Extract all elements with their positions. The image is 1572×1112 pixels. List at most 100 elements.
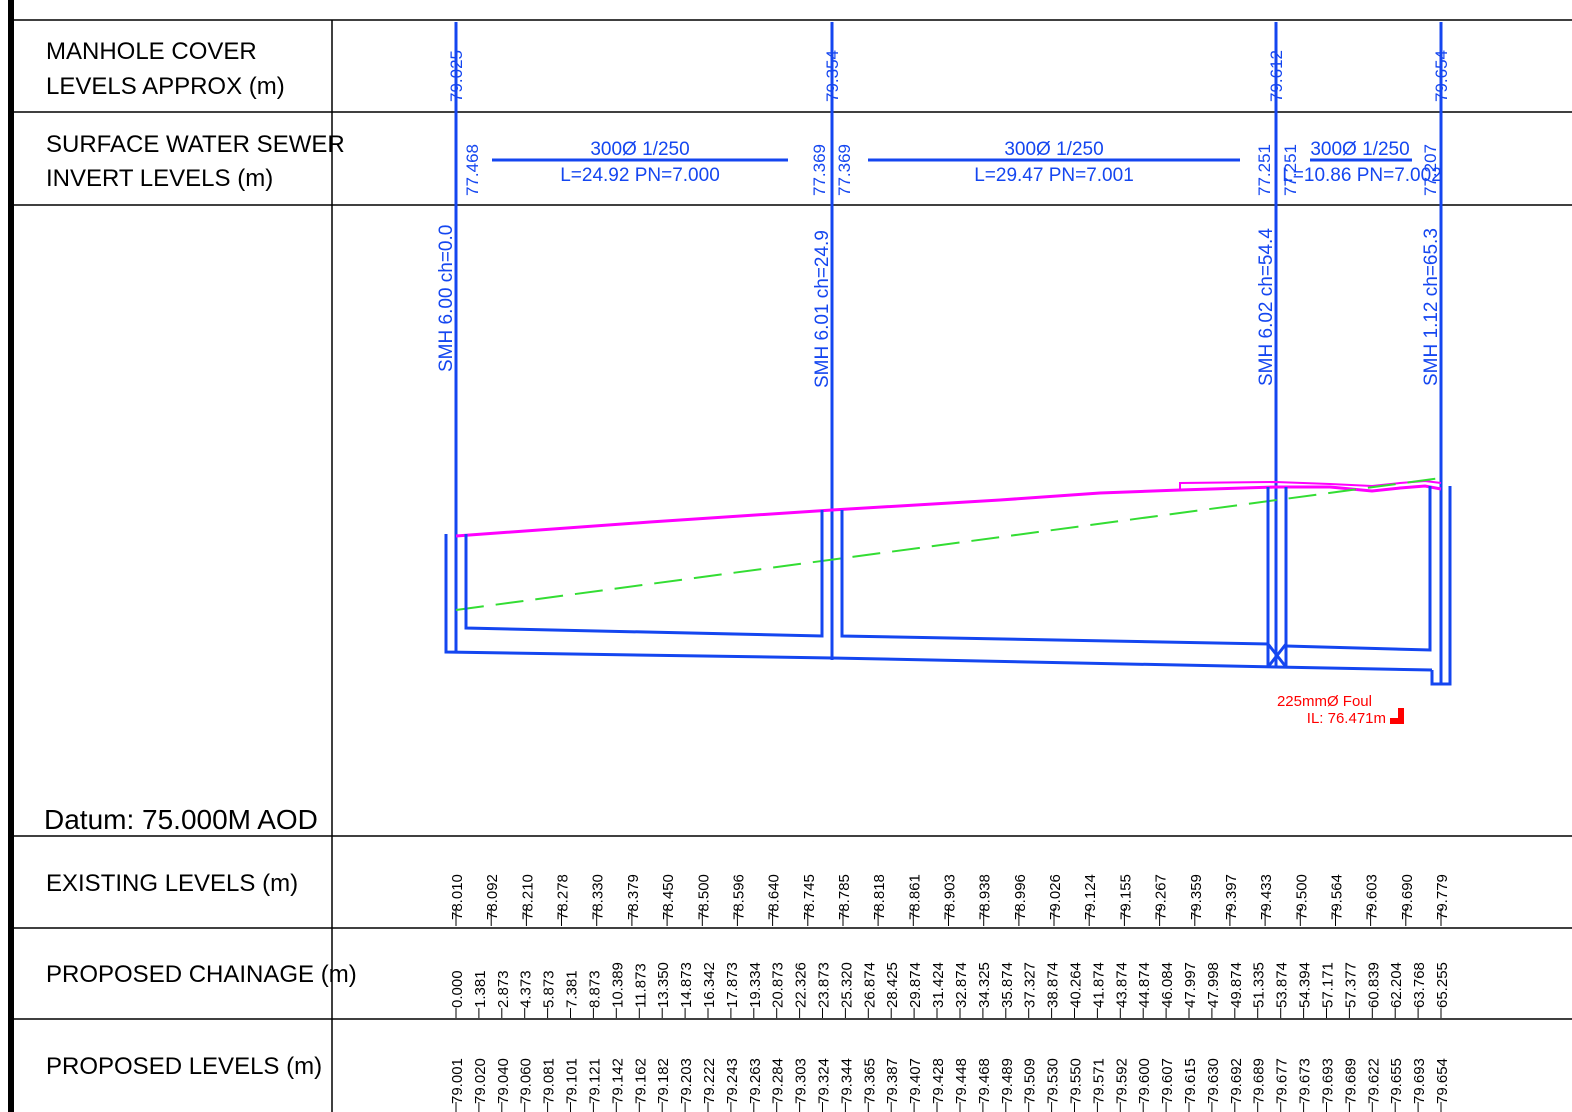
pipe-3-length: L=10.86 PN=7.002 xyxy=(1282,165,1442,186)
proposed-chainage-label: PROPOSED CHAINAGE (m) xyxy=(46,961,357,988)
chainage-label: 5.873 xyxy=(541,970,558,1008)
existing-level-label: 79.267 xyxy=(1153,874,1170,920)
invert-level-6-02-out: 77.251 xyxy=(1281,144,1300,196)
existing-level-label: 78.938 xyxy=(977,874,994,920)
pipe-2-size: 300Ø 1/250 xyxy=(1004,139,1103,160)
pipe-1-length: L=24.92 PN=7.000 xyxy=(560,165,720,186)
existing-level-label: 78.785 xyxy=(836,874,853,920)
proposed-level-label: 79.655 xyxy=(1388,1058,1405,1104)
cover-level-6-01: 79.354 xyxy=(823,50,842,102)
existing-level-label: 78.818 xyxy=(871,874,888,920)
chainage-label: 11.873 xyxy=(632,963,649,1008)
cover-level-6-02: 79.612 xyxy=(1267,50,1286,102)
proposed-level-label: 79.001 xyxy=(449,1058,466,1104)
existing-level-label: 78.210 xyxy=(519,874,536,920)
proposed-level-label: 79.263 xyxy=(747,1058,764,1104)
proposed-level-label: 79.040 xyxy=(495,1058,512,1104)
foul-marker-icon xyxy=(1390,708,1404,724)
chainage-label: 14.873 xyxy=(678,962,695,1008)
proposed-level-label: 79.677 xyxy=(1274,1058,1291,1104)
proposed-level-label: 79.622 xyxy=(1365,1058,1382,1104)
proposed-level-label: 79.689 xyxy=(1342,1058,1359,1104)
chainage-label: 26.874 xyxy=(861,962,878,1008)
chainage-label: 7.381 xyxy=(564,970,581,1008)
chainage-label: 62.204 xyxy=(1388,962,1405,1008)
proposed-level-label: 79.428 xyxy=(930,1058,947,1104)
proposed-level-label: 79.365 xyxy=(861,1058,878,1104)
proposed-level-label: 79.509 xyxy=(1022,1058,1039,1104)
existing-level-label: 78.278 xyxy=(555,874,572,920)
existing-level-label: 78.450 xyxy=(660,874,677,920)
chainage-label: 34.325 xyxy=(976,962,993,1008)
manhole-name-6-01: SMH 6.01 ch=24.9 xyxy=(812,230,833,388)
existing-level-label: 79.155 xyxy=(1117,874,1134,920)
proposed-level-label: 79.020 xyxy=(472,1058,489,1104)
proposed-level-label: 79.448 xyxy=(953,1058,970,1104)
chainage-label: 57.377 xyxy=(1342,962,1359,1008)
foul-invert: IL: 76.471m xyxy=(1307,710,1386,727)
chainage-label: 35.874 xyxy=(999,962,1016,1008)
chainage-label: 29.874 xyxy=(907,962,924,1008)
chainage-label: 44.874 xyxy=(1136,962,1153,1008)
proposed-level-label: 79.689 xyxy=(1251,1058,1268,1104)
foul-size: 225mmØ Foul xyxy=(1277,693,1372,710)
existing-level-label: 79.564 xyxy=(1329,874,1346,920)
chainage-label: 60.839 xyxy=(1365,962,1382,1008)
existing-level-label: 79.026 xyxy=(1047,874,1064,920)
pipe-1-size: 300Ø 1/250 xyxy=(590,139,689,160)
manhole-cover-label-line2: LEVELS APPROX (m) xyxy=(46,73,285,100)
chainage-label: 0.000 xyxy=(449,970,466,1008)
proposed-level-label: 79.600 xyxy=(1136,1058,1153,1104)
chainage-label: 65.255 xyxy=(1434,962,1451,1008)
existing-level-label: 78.092 xyxy=(484,874,501,920)
proposed-level-label: 79.222 xyxy=(701,1058,718,1104)
invert-label-line2: INVERT LEVELS (m) xyxy=(46,165,273,192)
proposed-level-label: 79.607 xyxy=(1159,1058,1176,1104)
existing-level-label: 78.640 xyxy=(766,874,783,920)
chainage-label: 32.874 xyxy=(953,962,970,1008)
existing-level-label: 79.500 xyxy=(1293,874,1310,920)
proposed-level-label: 79.203 xyxy=(678,1058,695,1104)
chainage-label: 46.084 xyxy=(1159,962,1176,1008)
proposed-level-label: 79.303 xyxy=(793,1058,810,1104)
foul-note: 225mmØ Foul IL: 76.471m xyxy=(1277,693,1404,727)
manhole-names: SMH 6.00 ch=0.0 SMH 6.01 ch=24.9 SMH 6.0… xyxy=(436,225,1442,388)
chainage-label: 40.264 xyxy=(1068,962,1085,1008)
existing-level-label: 78.596 xyxy=(730,874,747,920)
proposed-level-label: 79.673 xyxy=(1297,1058,1314,1104)
chainage-label: 8.873 xyxy=(586,970,603,1008)
existing-level-label: 78.379 xyxy=(625,874,642,920)
chainage-label: 63.768 xyxy=(1411,962,1428,1008)
proposed-level-label: 79.615 xyxy=(1182,1058,1199,1104)
chainage-label: 17.873 xyxy=(724,962,741,1008)
datum-label: Datum: 75.000M AOD xyxy=(44,804,318,835)
manhole-name-6-02: SMH 6.02 ch=54.4 xyxy=(1256,228,1277,386)
existing-level-label: 79.433 xyxy=(1258,874,1275,920)
existing-level-label: 78.996 xyxy=(1012,874,1029,920)
invert-level-6-00: 77.468 xyxy=(463,144,482,196)
invert-level-6-02-in: 77.251 xyxy=(1255,144,1274,196)
invert-level-6-01-out: 77.369 xyxy=(835,144,854,196)
existing-level-label: 79.124 xyxy=(1082,874,1099,920)
proposed-level-label: 79.468 xyxy=(976,1058,993,1104)
proposed-level-label: 79.182 xyxy=(655,1058,672,1104)
proposed-level-label: 79.692 xyxy=(1228,1058,1245,1104)
proposed-level-label: 79.243 xyxy=(724,1058,741,1104)
row-labels: MANHOLE COVER LEVELS APPROX (m) SURFACE … xyxy=(44,38,357,1080)
invert-levels: 77.468 77.369 77.369 77.251 77.251 77.20… xyxy=(463,144,1440,196)
existing-levels-label: EXISTING LEVELS (m) xyxy=(46,870,298,897)
chainage-label: 22.326 xyxy=(793,962,810,1008)
existing-level-label: 78.010 xyxy=(449,874,466,920)
chainage-label: 10.389 xyxy=(609,962,626,1008)
invert-level-6-01-in: 77.369 xyxy=(810,144,829,196)
proposed-level-label: 79.121 xyxy=(586,1058,603,1104)
chainage-label: 38.874 xyxy=(1045,962,1062,1008)
chainage-label: 2.873 xyxy=(495,970,512,1008)
chainage-label: 51.335 xyxy=(1251,962,1268,1008)
chainage-label: 1.381 xyxy=(472,970,489,1008)
proposed-level-label: 79.162 xyxy=(632,1058,649,1104)
cover-level-6-00: 79.025 xyxy=(447,50,466,102)
chainage-label: 57.171 xyxy=(1320,962,1337,1008)
proposed-level-label: 79.407 xyxy=(907,1058,924,1104)
